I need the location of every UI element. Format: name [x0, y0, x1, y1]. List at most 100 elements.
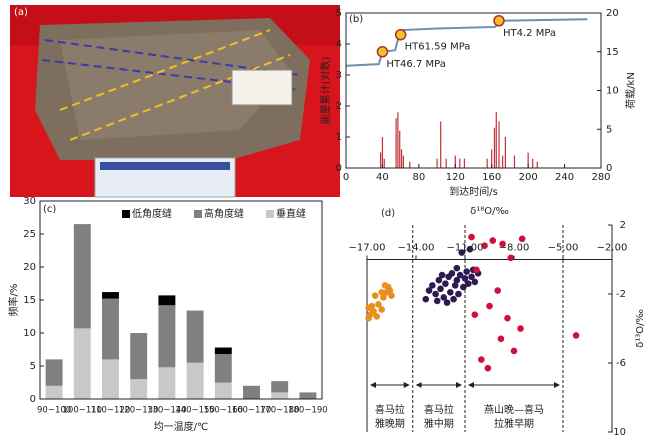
y2-axis-label: 荷载/kN [625, 72, 637, 109]
bar-segment [45, 359, 63, 386]
plot-frame [345, 12, 602, 169]
y2-tick-label: 0 [606, 163, 612, 174]
scatter-point [443, 299, 451, 306]
scatter-point [435, 276, 443, 284]
x-tick-label: −5.00 [548, 243, 579, 254]
y-axis-label: 频率/% [7, 284, 20, 317]
y2-tick-label: 20 [606, 8, 619, 19]
panel-label: (a) [14, 7, 28, 18]
x-tick-label: −17.00 [348, 243, 385, 254]
scatter-point [481, 242, 488, 249]
scatter-point [463, 268, 470, 275]
x-tick-label: −8.00 [499, 243, 530, 254]
y-tick-label: -10 [610, 427, 626, 438]
bar-segment [73, 224, 91, 329]
scatter-point [433, 297, 441, 305]
x-tick-label: 150~160 [204, 406, 244, 416]
panel-label: (b) [349, 14, 363, 25]
x-tick-label: 120 [446, 172, 465, 183]
bar-segment [130, 379, 148, 399]
period-label: 雅中期 [424, 417, 454, 430]
x-tick-label: 90~100 [37, 406, 71, 416]
scatter-point [494, 287, 501, 294]
annotation-marker [376, 46, 389, 58]
scatter-point [473, 266, 480, 274]
period-label: 喜马拉 [424, 403, 454, 416]
x-tick-label: 160 [482, 172, 501, 183]
y-tick-label: 2 [620, 220, 626, 231]
bar-segment [186, 362, 204, 399]
scatter-point [499, 240, 506, 248]
bar-segment [102, 298, 119, 360]
bar-segment [45, 385, 63, 399]
fracture-line [41, 59, 301, 91]
x-tick-label: 80 [412, 172, 425, 183]
scatter-point [478, 356, 485, 363]
panel-label: (c) [43, 204, 56, 215]
scatter-point [468, 233, 475, 241]
x-tick-label: 140~150 [175, 406, 215, 416]
y-tick-label: 1 [336, 132, 342, 143]
scatter-point [384, 283, 392, 291]
scatter-point [461, 275, 469, 282]
bar-segment [214, 382, 232, 399]
scatter-point [453, 264, 461, 272]
period-label: 拉雅早期 [494, 417, 534, 430]
x-tick-label: 280 [591, 172, 610, 183]
scatter-point [447, 288, 454, 296]
period-label: 喜马拉 [375, 403, 405, 416]
scatter-point [572, 332, 580, 339]
scatter-point [471, 311, 479, 319]
fracture-line [59, 29, 271, 111]
y-tick-label: 5 [30, 361, 36, 372]
x-tick-label: −2.00 [597, 243, 628, 254]
annotation: HT46.7 MPa [386, 59, 445, 70]
scatter-point [517, 325, 524, 332]
scatter-point [486, 302, 493, 310]
y-tick-label: 10 [23, 328, 36, 339]
scatter-point [510, 347, 518, 355]
fracture-line [44, 39, 301, 76]
x-tick-label: 120~130 [119, 406, 159, 416]
scatter-point [429, 282, 436, 289]
scatter-point [422, 295, 430, 303]
bar-segment [158, 295, 176, 306]
scatter-point [451, 282, 459, 289]
y-tick-label: 15 [23, 295, 36, 306]
scatter-point [468, 273, 475, 281]
scatter-point [448, 270, 456, 277]
bar-segment [186, 310, 204, 363]
x-tick-label: 180~190 [288, 406, 328, 416]
legend-swatch [266, 210, 274, 218]
x-tick-label: −11.00 [446, 243, 483, 254]
x-tick-label: 200 [519, 172, 538, 183]
sample-tag [231, 69, 293, 106]
scatter-point [518, 235, 526, 243]
y-axis-label: 能量累计(对数) [319, 57, 332, 125]
fracture-line [69, 54, 291, 141]
bar-segment [73, 328, 91, 399]
scatter-point [425, 287, 433, 294]
scatter-point [375, 301, 382, 308]
y-tick-label: 5 [336, 8, 342, 19]
scatter-point [489, 237, 497, 244]
x-axis-label: δ¹⁸O/‰ [470, 206, 509, 217]
annotation: HT4.2 MPa [503, 28, 556, 39]
annotation-marker [394, 28, 407, 41]
bar-segment [243, 385, 260, 399]
x-tick-label: 130~140 [147, 406, 187, 416]
scatter-point [458, 249, 466, 256]
y-tick-label: 20 [23, 262, 36, 273]
scale-bar-stripe [100, 162, 230, 170]
bar-segment [271, 381, 289, 393]
scatter-point [438, 271, 446, 279]
x-tick-label: 160~170 [232, 406, 272, 416]
rock-texture [60, 30, 290, 140]
period-label: 燕山晚—喜马 [484, 403, 544, 416]
bar-segment [102, 359, 119, 399]
annotation-marker [493, 15, 505, 27]
scatter-point [456, 271, 464, 279]
x-axis-label: 到达时间/s [449, 185, 498, 198]
y-tick-label: 3 [336, 70, 342, 81]
bar-segment [271, 392, 289, 399]
